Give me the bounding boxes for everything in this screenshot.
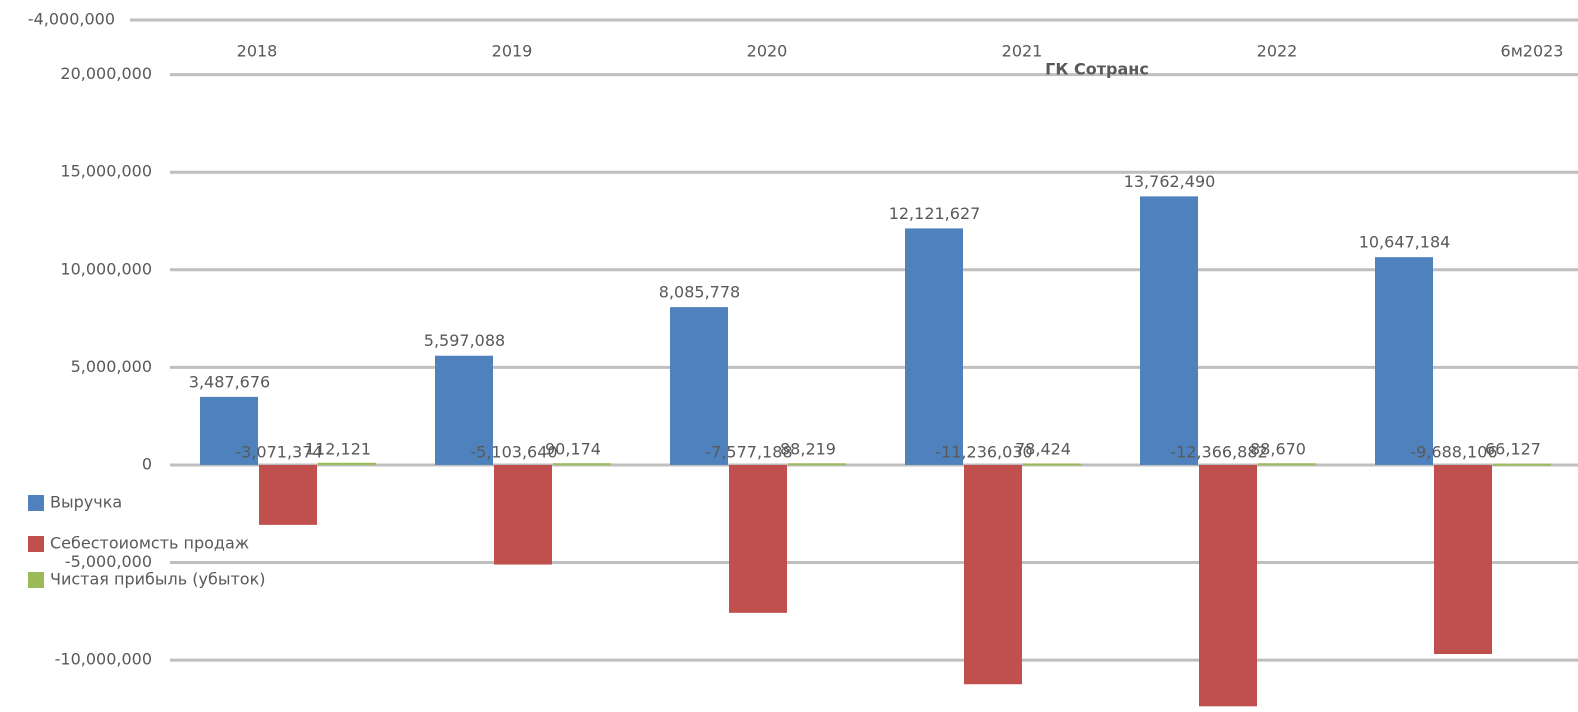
bar xyxy=(553,463,611,466)
bar xyxy=(788,463,846,466)
data-label: 66,127 xyxy=(1485,439,1541,458)
bar xyxy=(1493,463,1551,466)
data-label: -12,366,882 xyxy=(1170,442,1267,461)
legend-swatch xyxy=(28,495,44,511)
legend-swatch xyxy=(28,536,44,552)
data-label: -3,071,374 xyxy=(235,442,322,461)
bar xyxy=(494,464,552,565)
data-label: -11,236,030 xyxy=(935,442,1032,461)
y-tick-label: 0 xyxy=(142,454,152,473)
y-tick-label: 10,000,000 xyxy=(60,259,152,278)
bar xyxy=(964,464,1022,685)
data-label: 112,121 xyxy=(305,439,371,458)
data-label: 8,085,778 xyxy=(659,283,740,302)
legend-swatch xyxy=(28,572,44,588)
bar xyxy=(1140,196,1198,465)
bar xyxy=(670,307,728,465)
y-tick-label: -10,000,000 xyxy=(55,650,152,669)
bar xyxy=(1434,464,1492,655)
x-tick-label: 2019 xyxy=(492,42,533,61)
x-tick-label: 2018 xyxy=(237,42,278,61)
data-label: 90,174 xyxy=(545,439,601,458)
data-label: -9,688,106 xyxy=(1410,442,1497,461)
data-label: -7,577,188 xyxy=(705,442,792,461)
bar xyxy=(200,396,258,465)
data-label: 3,487,676 xyxy=(189,372,270,391)
data-label: 78,424 xyxy=(1015,439,1071,458)
bar xyxy=(1375,257,1433,465)
bar xyxy=(905,228,963,465)
y-tick-label: 20,000,000 xyxy=(60,64,152,83)
bar xyxy=(1199,464,1257,707)
data-label: 13,762,490 xyxy=(1124,172,1216,191)
bar xyxy=(1258,463,1316,466)
x-tick-label: 6м2023 xyxy=(1501,42,1564,61)
data-label: 88,670 xyxy=(1250,439,1306,458)
bar xyxy=(1023,463,1081,466)
legend-label: Выручка xyxy=(50,493,122,512)
data-label: 10,647,184 xyxy=(1359,233,1451,252)
bar xyxy=(435,355,493,465)
legend-label: Себестоиомсть продаж xyxy=(50,534,249,553)
y-tick-label: 5,000,000 xyxy=(71,357,152,376)
top-annotation: -4,000,000 xyxy=(28,10,115,29)
data-label: -5,103,640 xyxy=(470,442,557,461)
data-label: 88,219 xyxy=(780,439,836,458)
data-label: 5,597,088 xyxy=(424,331,505,350)
bar xyxy=(318,462,376,465)
data-label: 12,121,627 xyxy=(889,204,981,223)
x-tick-label: 2020 xyxy=(747,42,788,61)
chart-title: ГК Сотранс xyxy=(1045,60,1149,79)
x-tick-label: 2021 xyxy=(1002,42,1043,61)
y-tick-label: -5,000,000 xyxy=(65,552,152,571)
bar xyxy=(259,464,317,525)
legend-label: Чистая прибыль (убыток) xyxy=(50,570,265,589)
x-tick-label: 2022 xyxy=(1257,42,1298,61)
bar xyxy=(729,464,787,613)
y-tick-label: 15,000,000 xyxy=(60,162,152,181)
